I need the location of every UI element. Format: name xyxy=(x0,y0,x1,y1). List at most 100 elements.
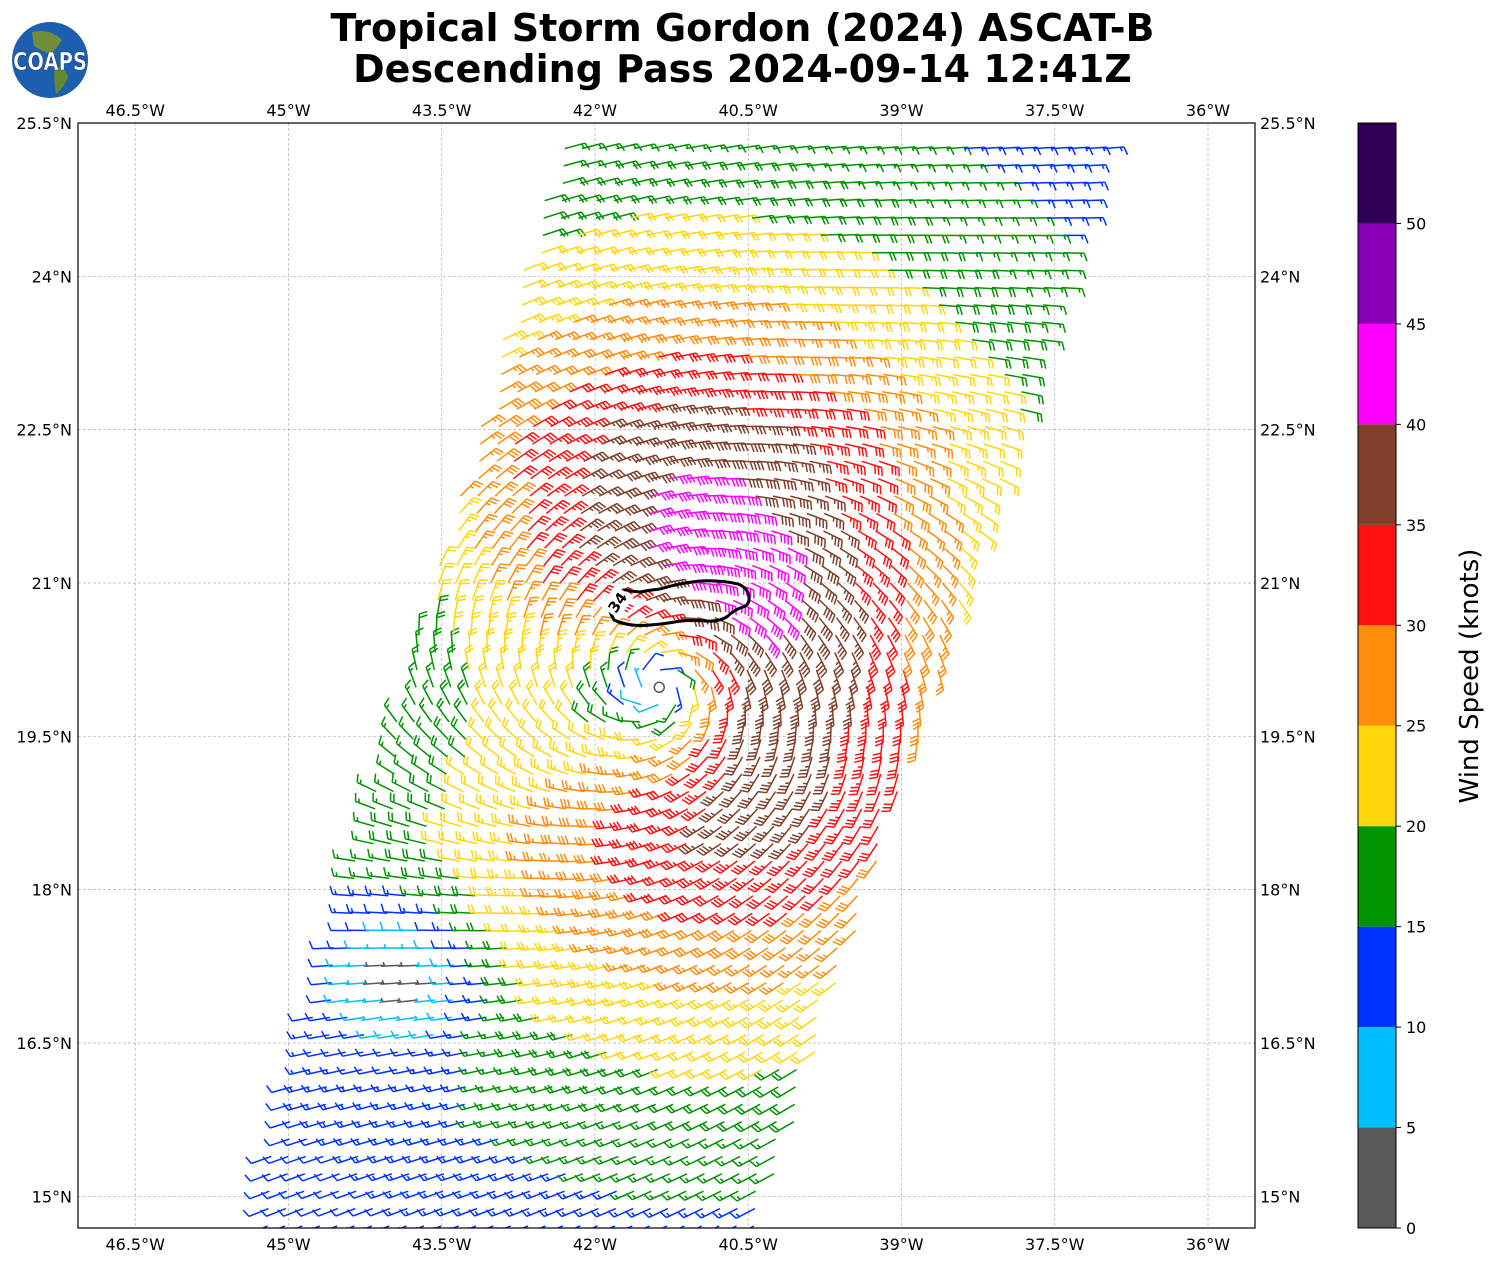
wind-barb xyxy=(938,652,947,679)
wind-barb xyxy=(534,381,561,393)
wind-barb xyxy=(869,634,882,661)
wind-barb xyxy=(440,1066,467,1075)
wind-barb xyxy=(726,929,752,943)
wind-barb xyxy=(642,859,669,870)
wind-barb xyxy=(812,408,836,420)
y-tick-label-right: 21°N xyxy=(1260,574,1300,593)
wind-barb xyxy=(417,1190,444,1199)
wind-barb xyxy=(458,513,480,532)
wind-barb xyxy=(552,925,578,935)
wind-barb xyxy=(1003,408,1026,423)
wind-barb xyxy=(883,373,907,386)
wind-barb xyxy=(857,530,877,551)
wind-barb xyxy=(607,315,634,325)
wind-barb xyxy=(487,1173,514,1182)
wind-barb xyxy=(564,142,591,151)
wind-barb xyxy=(912,704,922,730)
wind-barb xyxy=(970,356,995,369)
wind-barb xyxy=(1063,252,1088,262)
wind-barb xyxy=(662,1155,689,1166)
wind-barb xyxy=(605,366,632,378)
wind-barb xyxy=(967,425,990,441)
wind-barb xyxy=(304,1012,331,1022)
wind-barb xyxy=(472,1120,499,1129)
wind-barb xyxy=(686,1016,713,1028)
wind-barb xyxy=(559,228,587,238)
wind-barb xyxy=(665,1086,692,1097)
wind-barb xyxy=(751,564,773,582)
wind-barb xyxy=(861,808,880,829)
wind-barb xyxy=(488,595,503,618)
wind-barb xyxy=(619,689,642,706)
wind-barb xyxy=(680,1138,707,1149)
wind-barb xyxy=(315,1138,342,1147)
wind-barb xyxy=(433,1207,460,1217)
wind-barb xyxy=(717,214,744,224)
wind-barb xyxy=(673,929,700,941)
wind-barb xyxy=(492,514,516,532)
wind-barb xyxy=(487,611,499,636)
y-tick-label-right: 15°N xyxy=(1260,1187,1300,1206)
wind-barb xyxy=(438,1102,465,1111)
wind-barb xyxy=(632,522,659,535)
wind-barb xyxy=(779,373,804,383)
wind-barb xyxy=(514,431,541,445)
wind-barb xyxy=(715,825,740,841)
wind-barb xyxy=(879,443,902,459)
wind-barb xyxy=(602,418,629,429)
axis-ticks: 46.5°W46.5°W45°W45°W43.5°W43.5°W42°W42°W… xyxy=(16,101,1315,1254)
x-tick-label-bottom: 39°W xyxy=(879,1235,923,1254)
wind-barb xyxy=(413,735,431,758)
wind-barb xyxy=(754,162,781,172)
wind-barb xyxy=(486,1190,513,1200)
wind-barb xyxy=(831,669,842,696)
wind-barb xyxy=(563,1032,590,1042)
wind-barb xyxy=(303,1030,330,1040)
wind-barb xyxy=(735,196,762,207)
wind-barb xyxy=(696,1173,723,1184)
wind-barb xyxy=(608,632,627,653)
wind-barb xyxy=(502,1225,529,1228)
wind-barb xyxy=(824,495,846,512)
wind-barb xyxy=(730,860,756,875)
wind-barb xyxy=(697,1155,723,1167)
x-tick-label-bottom: 45°W xyxy=(266,1235,310,1254)
wind-barb xyxy=(850,338,875,350)
wind-barb xyxy=(411,644,420,671)
wind-barb xyxy=(573,854,599,864)
wind-barb xyxy=(457,1066,484,1075)
wind-barb xyxy=(691,929,717,942)
wind-barb xyxy=(754,512,778,527)
wind-barb xyxy=(645,609,672,620)
wind-barb xyxy=(437,830,461,845)
wind-barb xyxy=(836,739,849,763)
wind-barb xyxy=(755,791,777,810)
wind-barb xyxy=(692,721,711,743)
wind-barb xyxy=(715,248,742,259)
wind-barb xyxy=(804,721,815,747)
wind-barb xyxy=(641,876,668,887)
wind-barb xyxy=(511,775,533,793)
wind-barb xyxy=(917,669,928,696)
wind-barb xyxy=(613,537,640,550)
wind-barb xyxy=(938,304,963,316)
wind-barb xyxy=(713,634,733,655)
y-tick-label-right: 25.5°N xyxy=(1260,114,1316,133)
wind-barb xyxy=(890,565,908,588)
wind-barb xyxy=(662,808,689,820)
wind-barb xyxy=(805,825,827,845)
wind-barb xyxy=(571,889,597,900)
wind-barb xyxy=(697,825,723,840)
wind-barb xyxy=(467,1225,494,1228)
wind-barb xyxy=(818,877,842,895)
wind-barb xyxy=(813,373,839,385)
wind-barb xyxy=(580,501,607,515)
wind-barb xyxy=(969,373,994,387)
wind-barb xyxy=(515,736,535,758)
wind-barb xyxy=(833,652,845,679)
wind-barb xyxy=(1006,338,1031,351)
wind-barb xyxy=(863,425,886,440)
wind-barb xyxy=(973,304,998,316)
wind-barb xyxy=(777,408,802,419)
wind-barb xyxy=(939,617,953,643)
